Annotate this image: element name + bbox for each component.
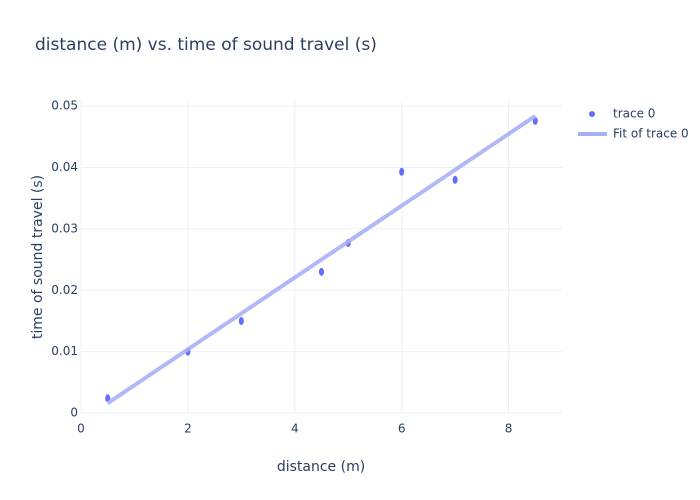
data-point — [238, 316, 244, 325]
legend-swatch — [589, 111, 595, 117]
y-tick-label: 0.04 — [51, 160, 78, 174]
legend-label: Fit of trace 0 — [613, 127, 689, 141]
x-tick-label: 0 — [77, 422, 85, 436]
y-tick-label: 0.02 — [51, 283, 78, 297]
x-axis-title: distance (m) — [277, 459, 365, 475]
data-point — [399, 167, 405, 176]
x-tick-label: 6 — [398, 422, 406, 436]
fit-line — [106, 114, 537, 405]
x-tick-label: 4 — [291, 422, 299, 436]
y-tick-label: 0.01 — [51, 344, 78, 358]
y-axis-title: time of sound travel (s) — [30, 175, 46, 339]
x-tick-label: 8 — [505, 422, 513, 436]
legend-label: trace 0 — [613, 107, 655, 121]
y-tick-label: 0.05 — [51, 99, 78, 113]
data-point — [452, 175, 458, 184]
y-tick-label: 0 — [70, 406, 78, 420]
y-tick-label: 0.03 — [51, 221, 78, 235]
x-tick-label: 2 — [184, 422, 192, 436]
chart-title: distance (m) vs. time of sound travel (s… — [35, 35, 377, 55]
data-point — [319, 267, 324, 276]
